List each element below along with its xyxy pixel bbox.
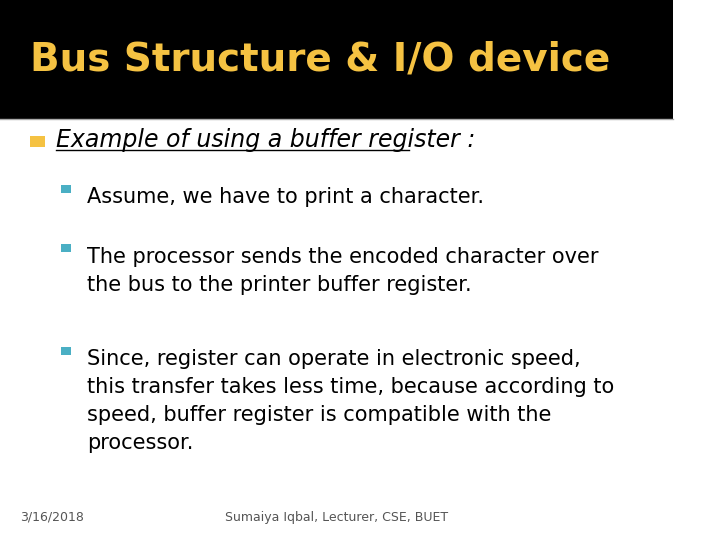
Text: Bus Structure & I/O device: Bus Structure & I/O device	[30, 40, 611, 78]
Text: Example of using a buffer register :: Example of using a buffer register :	[56, 128, 475, 152]
Bar	[60, 244, 71, 252]
Bar	[60, 185, 71, 193]
Text: The processor sends the encoded character over
the bus to the printer buffer reg: The processor sends the encoded characte…	[87, 247, 599, 295]
Bar	[30, 136, 45, 147]
FancyBboxPatch shape	[0, 0, 672, 119]
Text: 3/16/2018: 3/16/2018	[20, 511, 84, 524]
Text: Since, register can operate in electronic speed,
this transfer takes less time, : Since, register can operate in electroni…	[87, 349, 615, 454]
Bar	[60, 347, 71, 355]
Text: Sumaiya Iqbal, Lecturer, CSE, BUET: Sumaiya Iqbal, Lecturer, CSE, BUET	[225, 511, 448, 524]
Text: Assume, we have to print a character.: Assume, we have to print a character.	[87, 187, 485, 207]
